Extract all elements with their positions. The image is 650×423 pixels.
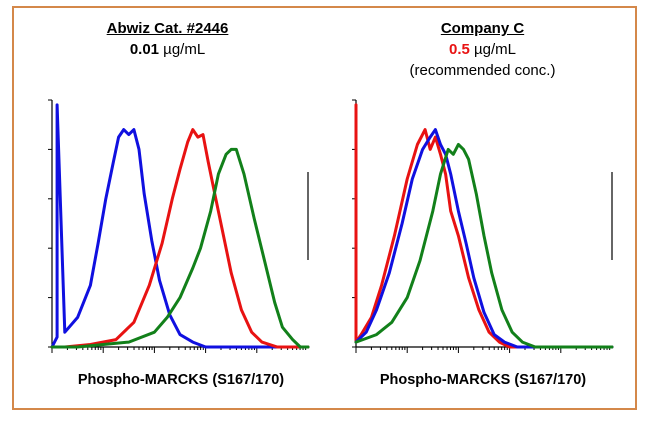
figure-frame (12, 6, 637, 410)
right-conc-unit: µg/mL (469, 41, 517, 58)
left-panel-concentration: 0.01 µg/mL (40, 39, 295, 60)
left-conc-value: 0.01 (129, 41, 160, 58)
left-histogram-red (50, 128, 310, 349)
right-histogram-red (354, 103, 614, 349)
right-histogram-green (354, 143, 614, 349)
right-panel-header: Company C 0.5 µg/mL (recommended conc.) (355, 18, 610, 81)
left-conc-unit: µg/mL (159, 41, 206, 58)
left-panel-title: Abwiz Cat. #2446 (106, 20, 229, 37)
right-panel-title: Company C (440, 20, 525, 37)
left-panel-header: Abwiz Cat. #2446 0.01 µg/mL (40, 18, 295, 60)
left-histogram-blue (50, 103, 310, 349)
right-x-axis-label: Phospho-MARCKS (S167/170) (379, 372, 587, 388)
right-panel-concentration: 0.5 µg/mL (355, 39, 610, 60)
left-histogram-green (50, 147, 310, 349)
right-panel-note: (recommended conc.) (409, 62, 556, 79)
left-x-axis-label: Phospho-MARCKS (S167/170) (77, 372, 285, 388)
right-conc-value: 0.5 (448, 41, 470, 58)
